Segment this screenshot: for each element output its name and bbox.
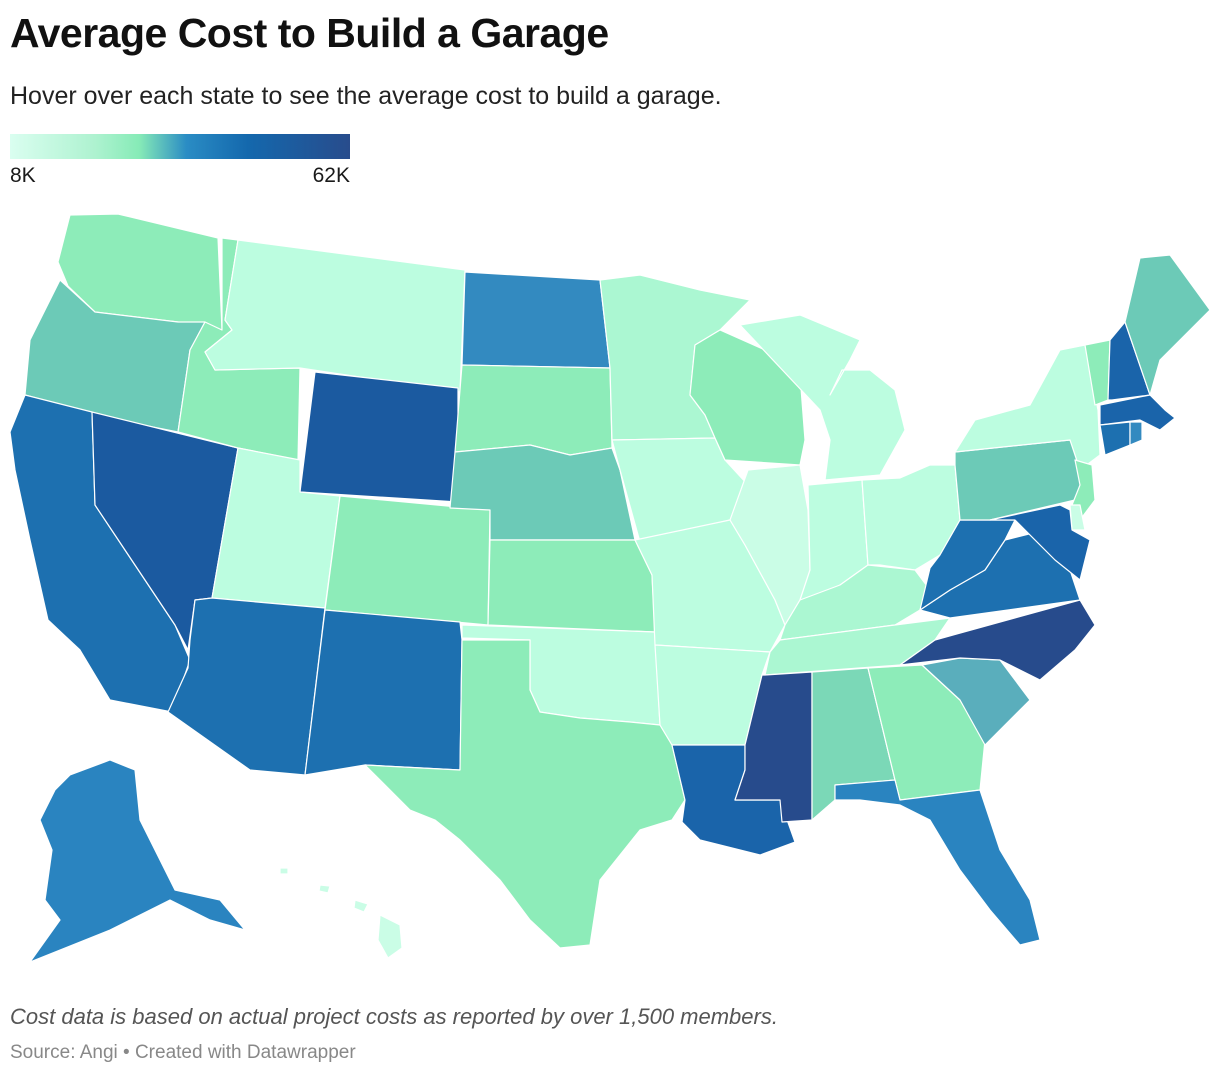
state-north-dakota[interactable] (461, 271, 611, 369)
state-michigan[interactable] (739, 314, 906, 481)
state-florida[interactable] (834, 779, 1041, 946)
state-rhode-island[interactable] (1129, 421, 1143, 446)
state-wyoming[interactable] (299, 371, 459, 503)
footnote: Cost data is based on actual project cos… (10, 1004, 778, 1029)
state-hawaii-islet-1[interactable] (353, 899, 369, 913)
legend-max-label: 62K (312, 164, 350, 187)
source-credit: Source: Angi • Created with Datawrapper (10, 1042, 356, 1063)
legend-gradient-bar (10, 134, 350, 159)
color-legend: 8K 62K (10, 134, 350, 187)
state-kansas[interactable] (487, 539, 656, 633)
state-new-hampshire[interactable] (1107, 321, 1151, 401)
state-nebraska[interactable] (449, 444, 636, 541)
state-arizona[interactable] (167, 597, 326, 776)
state-new-mexico[interactable] (304, 609, 463, 776)
state-hawaii-islet-2[interactable] (318, 884, 331, 894)
state-south-dakota[interactable] (454, 364, 613, 456)
legend-min-label: 8K (10, 164, 36, 187)
us-map (0, 200, 1220, 980)
state-texas[interactable] (364, 639, 686, 949)
state-north-carolina[interactable] (899, 599, 1096, 681)
state-hawaii[interactable] (377, 914, 403, 959)
state-connecticut[interactable] (1099, 421, 1131, 456)
state-hawaii-islet-3[interactable] (279, 867, 289, 875)
state-montana[interactable] (204, 239, 466, 393)
state-new-york[interactable] (954, 344, 1101, 471)
state-colorado[interactable] (324, 495, 491, 626)
state-maryland[interactable] (989, 504, 1091, 581)
state-west-virginia[interactable] (919, 519, 1016, 611)
chart-title: Average Cost to Build a Garage (10, 10, 609, 56)
chart-subtitle: Hover over each state to see the average… (10, 82, 722, 110)
state-alaska[interactable] (29, 759, 246, 963)
